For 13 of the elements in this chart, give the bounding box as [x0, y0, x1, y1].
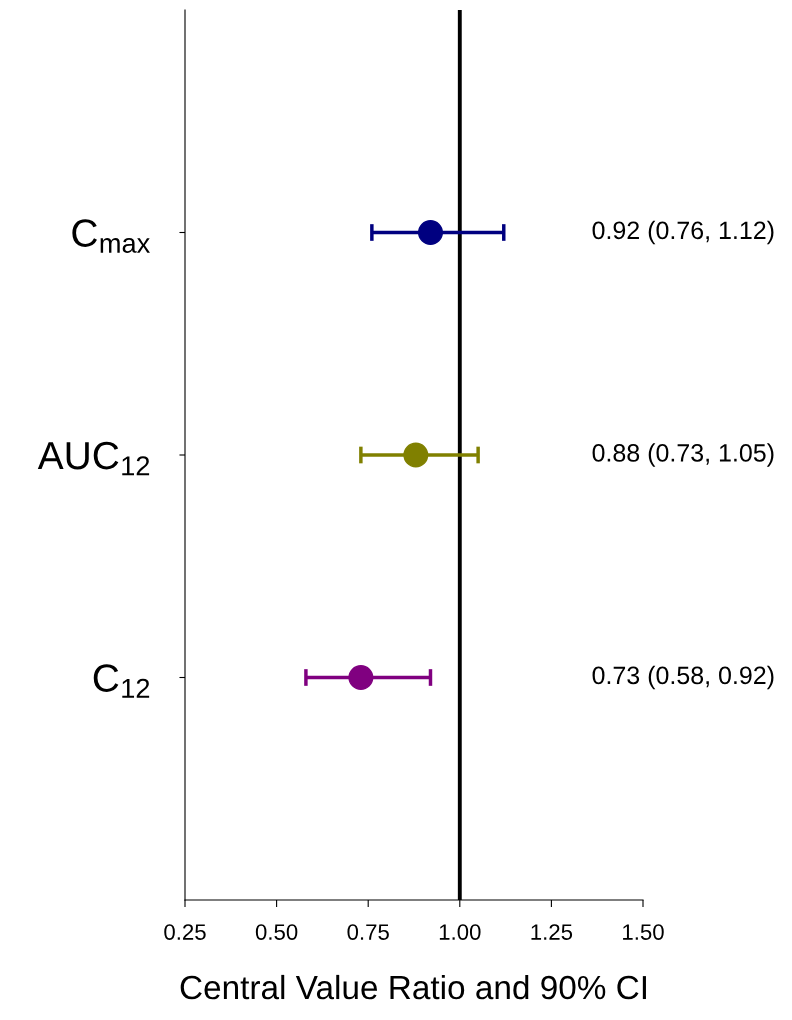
x-axis-title: Central Value Ratio and 90% CI — [180, 974, 646, 1000]
y-tick-label: C$_{12}$ — [93, 664, 150, 698]
y-tick-label: C$_{max}$ — [72, 219, 150, 253]
x-tick-label: 0.25 — [164, 924, 206, 940]
x-tick-label: 1.00 — [439, 924, 481, 940]
data-label: 0.73 (0.58, 0.92) — [592, 665, 774, 690]
data-label: 0.92 (0.76, 1.12) — [592, 220, 774, 245]
x-tick-label: 0.50 — [255, 924, 298, 940]
x-tick-label: 1.25 — [531, 924, 573, 940]
x-tick-label: 1.50 — [623, 924, 664, 940]
data-label: 0.88 (0.73, 1.05) — [592, 443, 774, 467]
y-tick-label: AUC$_{12}$ — [37, 441, 150, 476]
x-tick-label: 0.75 — [347, 924, 389, 940]
